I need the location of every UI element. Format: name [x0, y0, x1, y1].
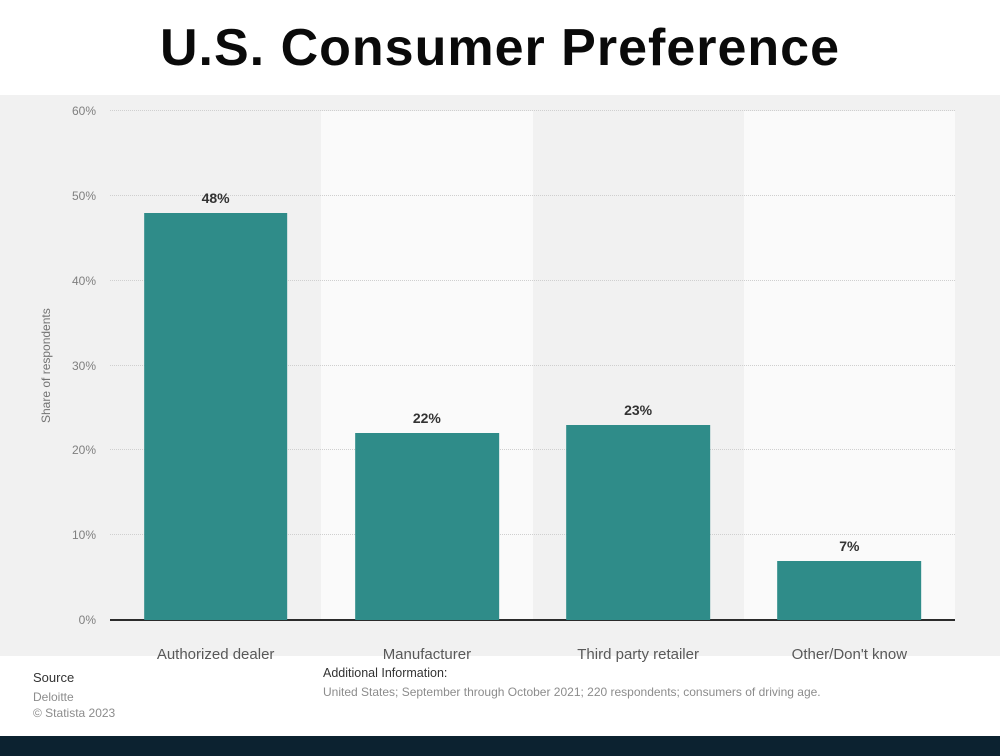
bar-column-other-don-t-know: 7% [744, 111, 955, 620]
ytick-label-60: 60% [71, 104, 96, 118]
gridline-40 [110, 279, 955, 281]
ytick-label-30: 30% [71, 358, 96, 373]
bar-value-label: 22% [412, 410, 441, 427]
category-label-other-don-t-know: Other/Don't know [791, 646, 908, 663]
ytick-label-0: 0% [78, 613, 96, 627]
bar-column-third-party-retailer: 23% [533, 111, 744, 620]
bar-value-label: 7% [839, 537, 860, 554]
bar-column-manufacturer: 22% [321, 111, 532, 620]
bar-value-label: 23% [624, 401, 653, 418]
bar-column-authorized-dealer: 48% [110, 111, 321, 620]
gridline-30 [110, 364, 955, 366]
chart-title: U.S. Consumer Preference [159, 18, 841, 77]
additional-info-label: Additional Information: [323, 666, 448, 680]
bottom-accent-bar [0, 736, 1000, 756]
bar-third-party-retailer [566, 424, 710, 620]
x-axis-line [110, 619, 955, 621]
category-label-manufacturer: Manufacturer [382, 646, 472, 663]
gridline-50 [110, 194, 955, 196]
source-label: Source [33, 670, 75, 685]
bar-manufacturer [355, 433, 499, 620]
category-label-third-party-retailer: Third party retailer [577, 646, 699, 663]
chart-footer: Source Deloitte © Statista 2023 Addition… [0, 662, 1000, 736]
category-label-authorized-dealer: Authorized dealer [156, 646, 275, 663]
chart-region: Share of respondents 0% 10% 20% 30% 40% 50% 60… [0, 95, 1000, 663]
x-axis-category-labels: Authorized dealer Manufacturer Third party… [110, 646, 955, 663]
bar-value-label: 48% [201, 189, 230, 206]
additional-info-text: United States; September through October… [323, 685, 821, 699]
chart-header: U.S. Consumer Preference [0, 0, 1000, 95]
copyright-text: © Statista 2023 [33, 706, 116, 720]
source-name: Deloitte [33, 690, 74, 704]
gridline-20 [110, 449, 955, 451]
additional-info-block: Additional Information: United States; S… [323, 666, 883, 700]
ytick-label-40: 40% [71, 273, 96, 288]
bar-authorized-dealer [143, 212, 288, 620]
ytick-label-50: 50% [71, 188, 96, 203]
plot-area: 48% 22% 23% 7% [110, 110, 955, 621]
ytick-label-10: 10% [71, 528, 96, 543]
ytick-label-20: 20% [71, 443, 96, 458]
source-block: Source Deloitte © Statista 2023 [33, 670, 115, 721]
y-axis: 0% 10% 20% 30% 40% 50% 60% [50, 104, 102, 627]
gridline-10 [110, 534, 955, 536]
bar-other-don-t-know [777, 560, 922, 620]
gridline-60 [110, 110, 955, 111]
